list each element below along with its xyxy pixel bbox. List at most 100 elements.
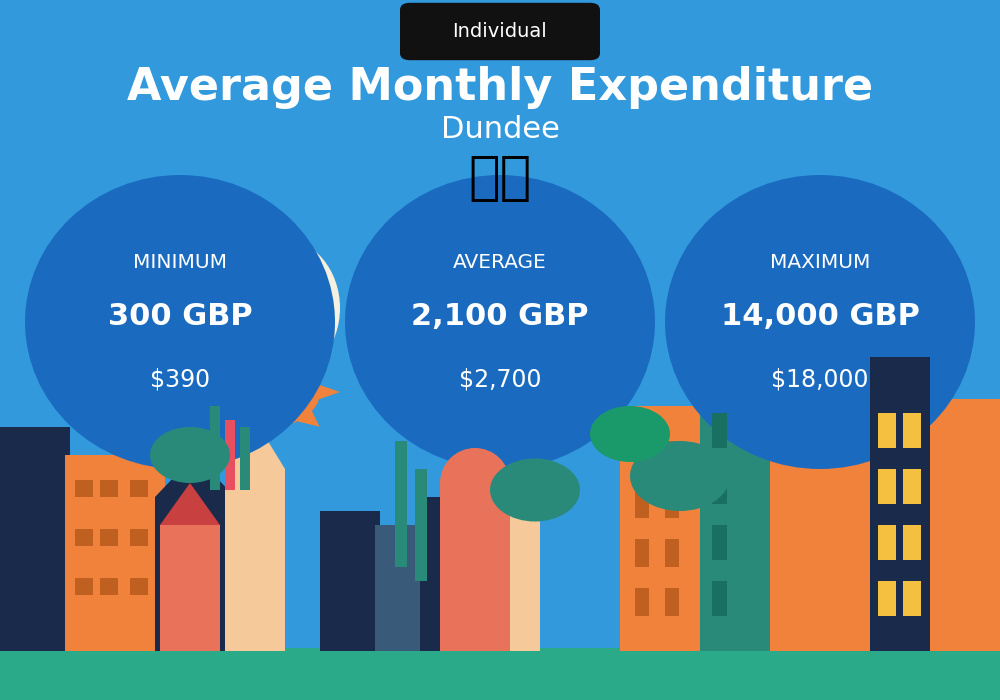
Ellipse shape bbox=[665, 175, 975, 469]
Bar bbox=[100, 528, 118, 546]
Polygon shape bbox=[313, 383, 340, 401]
Bar bbox=[903, 469, 921, 504]
Ellipse shape bbox=[780, 270, 880, 374]
FancyBboxPatch shape bbox=[400, 3, 600, 60]
Polygon shape bbox=[200, 383, 227, 401]
Polygon shape bbox=[690, 370, 714, 386]
Bar bbox=[155, 497, 235, 651]
Text: Dundee: Dundee bbox=[441, 115, 559, 144]
Bar bbox=[770, 385, 870, 651]
Bar bbox=[700, 371, 770, 651]
Text: 300 GBP: 300 GBP bbox=[108, 302, 252, 331]
Ellipse shape bbox=[345, 175, 655, 469]
Bar bbox=[903, 581, 921, 616]
Text: 14,000 GBP: 14,000 GBP bbox=[721, 302, 919, 331]
Polygon shape bbox=[257, 343, 283, 362]
Bar bbox=[665, 588, 679, 616]
Text: Individual: Individual bbox=[453, 22, 547, 41]
Bar bbox=[878, 413, 896, 448]
Polygon shape bbox=[768, 391, 792, 407]
Polygon shape bbox=[500, 427, 540, 469]
Bar bbox=[320, 511, 380, 651]
Bar bbox=[870, 357, 930, 651]
Circle shape bbox=[590, 406, 670, 462]
Bar bbox=[635, 441, 649, 469]
Bar bbox=[712, 581, 727, 616]
Bar bbox=[160, 525, 220, 651]
Bar bbox=[500, 469, 540, 651]
Polygon shape bbox=[291, 407, 319, 426]
Ellipse shape bbox=[710, 231, 830, 357]
Text: 🇬🇧: 🇬🇧 bbox=[468, 153, 532, 204]
Polygon shape bbox=[708, 391, 732, 407]
Bar bbox=[635, 588, 649, 616]
Bar bbox=[878, 581, 896, 616]
Ellipse shape bbox=[440, 448, 510, 518]
Bar bbox=[878, 469, 896, 504]
Bar bbox=[712, 413, 727, 448]
Bar bbox=[375, 525, 425, 651]
Polygon shape bbox=[739, 403, 761, 420]
Bar bbox=[635, 539, 649, 567]
Polygon shape bbox=[155, 455, 235, 497]
Bar bbox=[395, 441, 407, 567]
Text: 2,100 GBP: 2,100 GBP bbox=[411, 302, 589, 331]
Bar bbox=[903, 413, 921, 448]
Text: $18,000: $18,000 bbox=[771, 368, 869, 391]
Polygon shape bbox=[708, 349, 732, 365]
Bar bbox=[130, 578, 148, 595]
Bar bbox=[240, 427, 250, 490]
Bar bbox=[75, 480, 93, 497]
Circle shape bbox=[490, 458, 580, 522]
Bar bbox=[100, 480, 118, 497]
Bar bbox=[665, 441, 679, 469]
Text: MINIMUM: MINIMUM bbox=[133, 253, 227, 272]
Bar bbox=[620, 406, 700, 651]
Bar bbox=[65, 455, 165, 651]
Bar bbox=[225, 469, 285, 651]
Bar bbox=[130, 480, 148, 497]
Polygon shape bbox=[257, 422, 283, 441]
Circle shape bbox=[220, 357, 320, 427]
Bar bbox=[930, 399, 1000, 651]
Bar bbox=[210, 406, 220, 490]
Ellipse shape bbox=[450, 406, 490, 490]
Bar bbox=[420, 497, 480, 651]
Ellipse shape bbox=[220, 238, 340, 378]
Polygon shape bbox=[221, 358, 249, 377]
Bar bbox=[665, 490, 679, 518]
Ellipse shape bbox=[175, 287, 265, 385]
Text: Average Monthly Expenditure: Average Monthly Expenditure bbox=[127, 66, 873, 109]
Bar bbox=[100, 578, 118, 595]
Polygon shape bbox=[291, 358, 319, 377]
Text: AVERAGE: AVERAGE bbox=[453, 253, 547, 272]
Bar bbox=[225, 420, 235, 490]
Bar bbox=[712, 469, 727, 504]
Polygon shape bbox=[160, 483, 220, 525]
Text: MAXIMUM: MAXIMUM bbox=[770, 253, 870, 272]
Bar bbox=[712, 525, 727, 560]
Bar bbox=[0, 648, 1000, 700]
Bar bbox=[75, 578, 93, 595]
Bar bbox=[415, 469, 427, 581]
Bar bbox=[635, 490, 649, 518]
Bar bbox=[130, 528, 148, 546]
Bar bbox=[440, 483, 510, 651]
Ellipse shape bbox=[25, 175, 335, 469]
Bar bbox=[860, 385, 940, 651]
Polygon shape bbox=[768, 349, 792, 365]
Bar bbox=[75, 528, 93, 546]
Bar bbox=[903, 525, 921, 560]
Circle shape bbox=[630, 441, 730, 511]
Circle shape bbox=[710, 350, 790, 406]
Bar bbox=[665, 539, 679, 567]
Bar bbox=[878, 525, 896, 560]
Circle shape bbox=[150, 427, 230, 483]
Polygon shape bbox=[225, 420, 285, 469]
Text: $2,700: $2,700 bbox=[459, 368, 541, 391]
Polygon shape bbox=[786, 370, 810, 386]
Polygon shape bbox=[221, 407, 249, 426]
Polygon shape bbox=[739, 336, 761, 353]
Text: $390: $390 bbox=[150, 368, 210, 391]
Bar bbox=[0, 427, 70, 651]
